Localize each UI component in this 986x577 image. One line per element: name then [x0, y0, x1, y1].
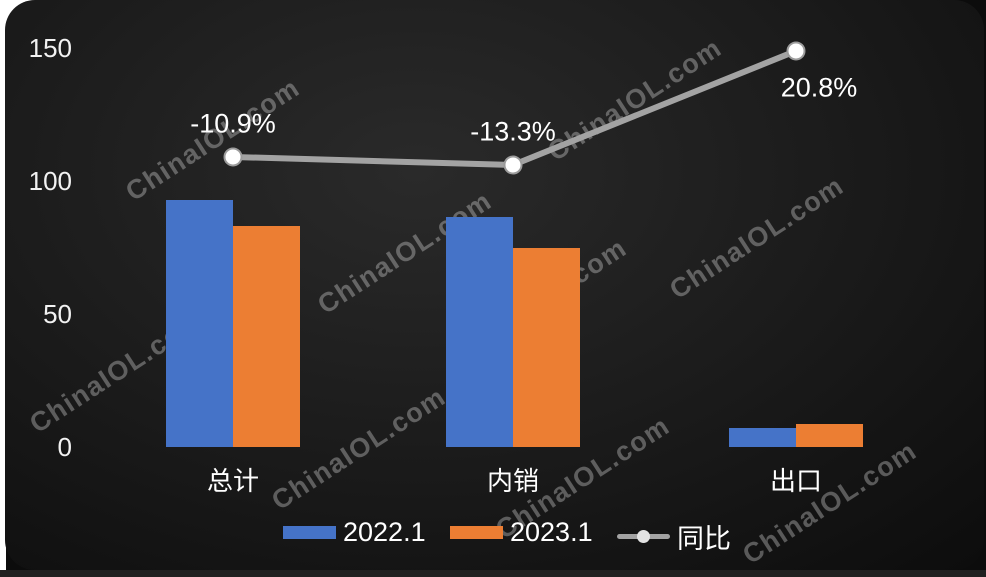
category-label-总计: 总计 [206, 466, 260, 496]
trend-data-label: -10.9% [190, 108, 276, 139]
chart-card: ChinaIOL.com ChinaIOL.com ChinaIOL.com Chin… [5, 0, 984, 570]
watermark-text: ChinaIOL.com [737, 435, 923, 570]
watermark-text: ChinaIOL.com [542, 32, 728, 167]
bar-2023.1-内销 [513, 247, 580, 447]
y-axis-tick-label: 100 [28, 166, 72, 196]
page-background-left-edge [0, 0, 6, 570]
bar-2022.1-内销 [446, 216, 513, 447]
y-axis-tick-label: 150 [28, 33, 72, 63]
category-label-内销: 内销 [486, 466, 540, 496]
legend-label-2023.1: 2023.1 [510, 517, 593, 547]
legend-swatch-2023.1 [450, 526, 503, 539]
legend-label-同比: 同比 [677, 524, 731, 554]
legend-swatch-2022.1 [283, 526, 336, 539]
legend-item-同比: 同比 [617, 517, 731, 556]
legend-line-dot [637, 530, 650, 543]
legend-item-2023.1: 2023.1 [450, 517, 593, 548]
watermark-text: ChinaIOL.com [120, 72, 306, 207]
category-label-出口: 出口 [769, 466, 823, 496]
bar-2023.1-总计 [233, 226, 300, 447]
bar-2023.1-出口 [796, 424, 863, 447]
legend-item-2022.1: 2022.1 [283, 517, 426, 548]
trend-data-label: -13.3% [470, 116, 556, 147]
y-axis-tick-label: 50 [43, 299, 72, 329]
y-axis-tick-label: 0 [57, 432, 72, 462]
legend-label-2022.1: 2022.1 [343, 517, 426, 547]
bar-2022.1-总计 [166, 199, 233, 447]
legend-line-marker [617, 530, 670, 543]
watermark-text: ChinaIOL.com [664, 170, 850, 305]
trend-data-label: 20.8% [780, 72, 858, 103]
bottom-strip [0, 570, 986, 577]
bar-2022.1-出口 [729, 428, 796, 447]
